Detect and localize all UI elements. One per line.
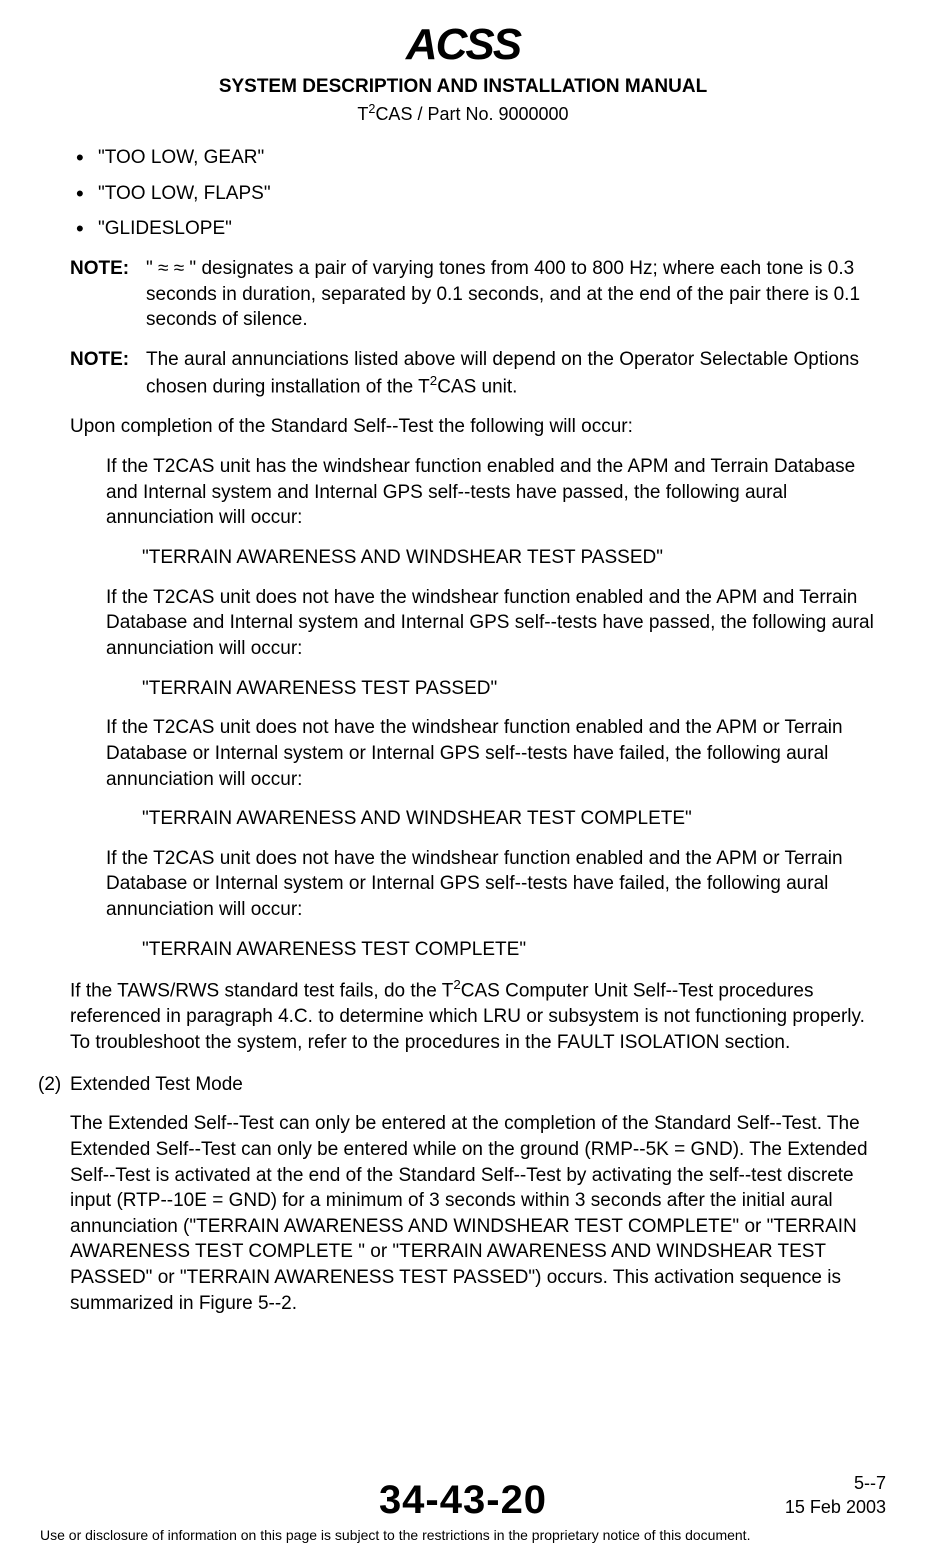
upon-completion-para: Upon completion of the Standard Self--Te… bbox=[70, 414, 886, 440]
condition-3: If the T2CAS unit does not have the wind… bbox=[106, 715, 886, 792]
document-page: ACSS SYSTEM DESCRIPTION AND INSTALLATION… bbox=[0, 0, 926, 1558]
footer-doc-number: 34-43-20 bbox=[379, 1478, 547, 1523]
note-text: " ≈ ≈ " designates a pair of varying ton… bbox=[146, 256, 886, 333]
document-title: SYSTEM DESCRIPTION AND INSTALLATION MANU… bbox=[40, 76, 886, 98]
bullet-item: "TOO LOW, FLAPS" bbox=[70, 181, 886, 207]
annunciation-2: "TERRAIN AWARENESS TEST PASSED" bbox=[142, 676, 886, 702]
document-subtitle: T2CAS / Part No. 9000000 bbox=[40, 102, 886, 125]
bullet-list: "TOO LOW, GEAR" "TOO LOW, FLAPS" "GLIDES… bbox=[70, 145, 886, 242]
section-2-heading: (2) Extended Test Mode bbox=[38, 1072, 886, 1098]
footer-top-row: 34-43-20 5--7 15 Feb 2003 bbox=[40, 1478, 886, 1523]
section-2-number: (2) bbox=[38, 1072, 70, 1098]
note-2: NOTE: The aural annunciations listed abo… bbox=[70, 347, 886, 401]
annunciation-4: "TERRAIN AWARENESS TEST COMPLETE" bbox=[142, 937, 886, 963]
footer-page-number: 5--7 bbox=[785, 1472, 886, 1495]
note-label: NOTE: bbox=[70, 347, 146, 401]
annunciation-3: "TERRAIN AWARENESS AND WINDSHEAR TEST CO… bbox=[142, 806, 886, 832]
note2-post: CAS unit. bbox=[437, 377, 517, 398]
section-2-title: Extended Test Mode bbox=[70, 1072, 886, 1098]
condition-4: If the T2CAS unit does not have the wind… bbox=[106, 846, 886, 923]
note-text: The aural annunciations listed above wil… bbox=[146, 347, 886, 401]
fail-para: If the TAWS/RWS standard test fails, do … bbox=[70, 976, 886, 1055]
subtitle-pre: T bbox=[357, 104, 368, 124]
footer-date: 15 Feb 2003 bbox=[785, 1496, 886, 1519]
subtitle-post: CAS / Part No. 9000000 bbox=[375, 104, 568, 124]
company-logo: ACSS bbox=[40, 20, 886, 70]
bullet-item: "TOO LOW, GEAR" bbox=[70, 145, 886, 171]
note-1: NOTE: " ≈ ≈ " designates a pair of varyi… bbox=[70, 256, 886, 333]
footer-right-block: 5--7 15 Feb 2003 bbox=[785, 1472, 886, 1519]
bullet-item: "GLIDESLOPE" bbox=[70, 216, 886, 242]
note-label: NOTE: bbox=[70, 256, 146, 333]
page-content: "TOO LOW, GEAR" "TOO LOW, FLAPS" "GLIDES… bbox=[70, 145, 886, 1316]
page-footer: 34-43-20 5--7 15 Feb 2003 Use or disclos… bbox=[40, 1478, 886, 1543]
condition-1: If the T2CAS unit has the windshear func… bbox=[106, 454, 886, 531]
annunciation-1: "TERRAIN AWARENESS AND WINDSHEAR TEST PA… bbox=[142, 545, 886, 571]
fail-sup: 2 bbox=[453, 977, 460, 992]
page-header: ACSS SYSTEM DESCRIPTION AND INSTALLATION… bbox=[40, 20, 886, 125]
section-2-body: The Extended Self--Test can only be ente… bbox=[70, 1111, 886, 1316]
footer-disclaimer: Use or disclosure of information on this… bbox=[40, 1527, 886, 1543]
fail-pre: If the TAWS/RWS standard test fails, do … bbox=[70, 981, 453, 1002]
condition-2: If the T2CAS unit does not have the wind… bbox=[106, 585, 886, 662]
